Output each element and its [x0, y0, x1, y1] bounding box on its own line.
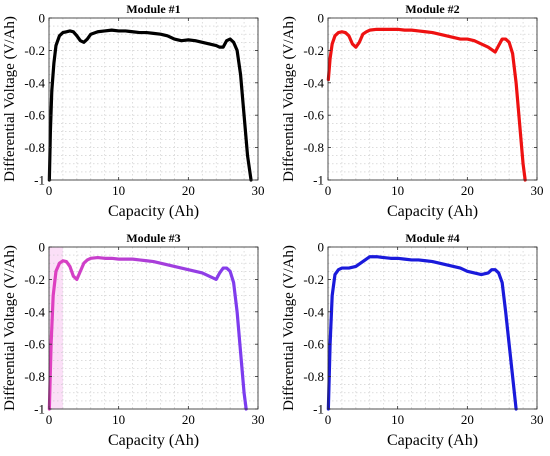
- chart-panel-3: 0 10 20 30 0 -0.2 -0.4 -0.6 -0.8 -1 Module #3 Capac…: [2, 231, 265, 449]
- chart-title: Module #3: [126, 231, 180, 245]
- y-tick-label: -0.8: [24, 140, 45, 155]
- chart-panel-2: 0 10 20 30 0 -0.2 -0.4 -0.6 -0.8 -1 Module #2 Capac…: [281, 2, 544, 220]
- y-axis-label: Differential Voltage (V/Ah): [281, 245, 297, 411]
- y-tick-label: -0.6: [303, 108, 324, 123]
- chart-title: Module #2: [405, 2, 459, 16]
- highlight-band: [49, 247, 63, 409]
- y-tick-label: -0.4: [303, 304, 324, 319]
- y-tick-label: -0.8: [303, 140, 324, 155]
- axes-frame: [48, 246, 259, 410]
- y-tick-label: -0.6: [24, 337, 45, 352]
- axes-frame: [327, 246, 538, 410]
- y-axis-label: Differential Voltage (V/Ah): [2, 16, 18, 182]
- x-tick-label: 30: [252, 183, 265, 198]
- y-tick-label: -0.2: [303, 272, 324, 287]
- y-tick-label: -0.4: [24, 75, 45, 90]
- x-tick-label: 20: [461, 412, 474, 427]
- x-tick-label: 10: [112, 183, 125, 198]
- y-tick-label: 0: [318, 11, 325, 26]
- y-tick-label: -0.6: [303, 337, 324, 352]
- x-tick-label: 20: [182, 412, 195, 427]
- y-tick-label: -0.2: [303, 43, 324, 58]
- x-axis-label: Capacity (Ah): [108, 432, 199, 449]
- x-tick-label: 10: [391, 183, 404, 198]
- x-axis-label: Capacity (Ah): [387, 203, 478, 220]
- y-tick-label: 0: [39, 11, 46, 26]
- series-line: [326, 27, 527, 182]
- y-tick-label: -0.4: [303, 75, 324, 90]
- x-tick-label: 20: [461, 183, 474, 198]
- x-tick-label: 30: [531, 412, 544, 427]
- y-tick-label: -1: [34, 173, 45, 188]
- y-tick-label: -0.2: [24, 43, 45, 58]
- x-axis-label: Capacity (Ah): [387, 432, 478, 449]
- axes-frame: [48, 17, 259, 181]
- x-axis-label: Capacity (Ah): [108, 203, 199, 220]
- x-tick-label: 0: [46, 183, 53, 198]
- series-line: [47, 255, 248, 411]
- series-line: [47, 28, 253, 182]
- x-tick-label: 0: [325, 412, 332, 427]
- y-tick-label: -1: [34, 402, 45, 417]
- chart-title: Module #1: [126, 2, 180, 16]
- y-tick-label: -0.6: [24, 108, 45, 123]
- y-axis-label: Differential Voltage (V/Ah): [281, 16, 297, 182]
- y-tick-label: -0.4: [24, 304, 45, 319]
- y-tick-label: -1: [313, 173, 324, 188]
- chart-panel-1: 0 10 20 30 0 -0.2 -0.4 -0.6 -0.8 -1 Module #1 Capac…: [2, 2, 265, 220]
- y-tick-label: -0.2: [24, 272, 45, 287]
- x-tick-label: 10: [112, 412, 125, 427]
- y-tick-label: -1: [313, 402, 324, 417]
- chart-title: Module #4: [405, 231, 459, 245]
- x-tick-label: 20: [182, 183, 195, 198]
- x-tick-label: 30: [531, 183, 544, 198]
- chart-panel-4: 0 10 20 30 0 -0.2 -0.4 -0.6 -0.8 -1 Module #4 Capac…: [281, 231, 544, 449]
- y-tick-label: 0: [39, 240, 46, 255]
- axes-frame: [327, 17, 538, 181]
- x-tick-label: 0: [46, 412, 53, 427]
- y-axis-label: Differential Voltage (V/Ah): [2, 245, 18, 411]
- x-tick-label: 30: [252, 412, 265, 427]
- x-tick-label: 0: [325, 183, 332, 198]
- y-tick-label: 0: [318, 240, 325, 255]
- y-tick-label: -0.8: [24, 369, 45, 384]
- y-tick-label: -0.8: [303, 369, 324, 384]
- series-line: [326, 255, 518, 411]
- x-tick-label: 10: [391, 412, 404, 427]
